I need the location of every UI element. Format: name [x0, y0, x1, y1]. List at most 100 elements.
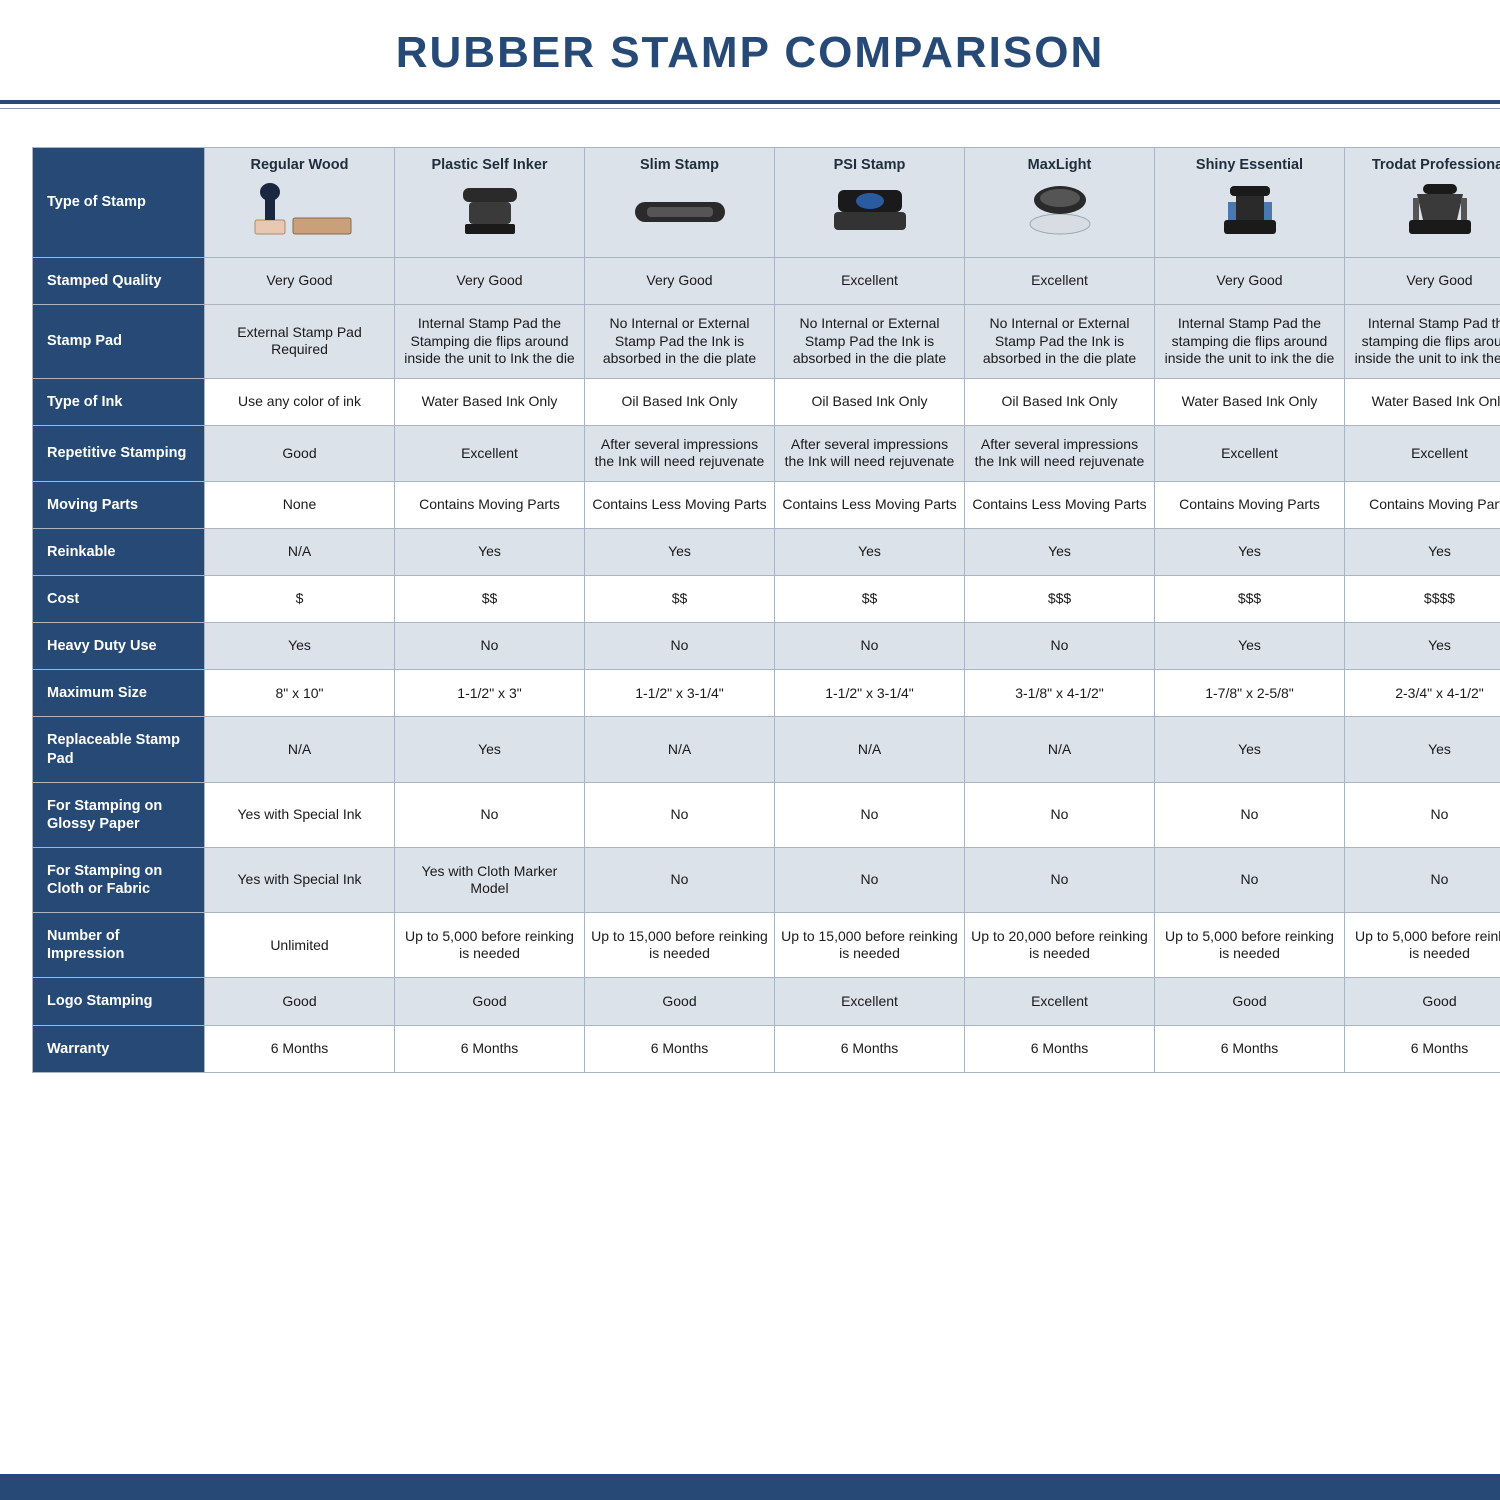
- stamp-thumb-slim-icon: [609, 178, 751, 240]
- row-header: Warranty: [33, 1025, 205, 1072]
- table-row: Repetitive StampingGoodExcellentAfter se…: [33, 425, 1500, 481]
- table-cell: Water Based Ink Only: [1155, 378, 1345, 425]
- table-cell: No: [1155, 782, 1345, 847]
- table-row: Cost$$$$$$$$$$$$$$$$$: [33, 576, 1500, 623]
- table-cell: Internal Stamp Pad the stamping die flip…: [1345, 305, 1500, 379]
- table-cell: No: [395, 623, 585, 670]
- table-cell: Water Based Ink Only: [1345, 378, 1500, 425]
- table-cell: N/A: [205, 528, 395, 575]
- table-cell: Yes: [205, 623, 395, 670]
- table-cell: Up to 5,000 before reinking is needed: [1345, 913, 1500, 978]
- row-header: For Stamping on Cloth or Fabric: [33, 847, 205, 912]
- table-cell: $$$: [1155, 576, 1345, 623]
- table-row: Replaceable Stamp PadN/AYesN/AN/AN/AYesY…: [33, 717, 1500, 782]
- table-cell: Oil Based Ink Only: [965, 378, 1155, 425]
- table-cell: No: [965, 782, 1155, 847]
- table-cell: Excellent: [1345, 425, 1500, 481]
- table-cell: No: [585, 782, 775, 847]
- table-row: Stamp PadExternal Stamp Pad RequiredInte…: [33, 305, 1500, 379]
- table-cell: No: [585, 623, 775, 670]
- stamp-thumb-selfinker-icon: [419, 178, 561, 240]
- table-cell: After several impressions the Ink will n…: [585, 425, 775, 481]
- table-row: Logo StampingGoodGoodGoodExcellentExcell…: [33, 978, 1500, 1025]
- table-row: Type of InkUse any color of ink Water Bas…: [33, 378, 1500, 425]
- table-cell: Yes with Special Ink: [205, 782, 395, 847]
- table-cell: Yes with Cloth Marker Model: [395, 847, 585, 912]
- row-header: Repetitive Stamping: [33, 425, 205, 481]
- stamp-thumb-shiny-icon: [1179, 178, 1321, 240]
- table-cell: No Internal or External Stamp Pad the In…: [585, 305, 775, 379]
- table-cell: Contains Moving Parts: [1345, 481, 1500, 528]
- table-cell: $: [205, 576, 395, 623]
- table-cell: Very Good: [395, 258, 585, 305]
- table-cell: N/A: [775, 717, 965, 782]
- col-label: Shiny Essential: [1161, 156, 1338, 174]
- table-cell: Good: [205, 425, 395, 481]
- table-cell: External Stamp Pad Required: [205, 305, 395, 379]
- table-cell: Good: [205, 978, 395, 1025]
- table-cell: Good: [1155, 978, 1345, 1025]
- col-label: Trodat Professional: [1351, 156, 1500, 174]
- table-cell: Good: [395, 978, 585, 1025]
- table-cell: 1-1/2" x 3": [395, 670, 585, 717]
- col-regular-wood: Regular Wood: [205, 148, 395, 258]
- table-row: Stamped QualityVery GoodVery GoodVery Go…: [33, 258, 1500, 305]
- table-cell: No: [965, 623, 1155, 670]
- header-row: Type of Stamp Regular Wood Plastic Self …: [33, 148, 1500, 258]
- table-cell: Yes: [775, 528, 965, 575]
- table-cell: Contains Less Moving Parts: [775, 481, 965, 528]
- table-cell: Very Good: [205, 258, 395, 305]
- table-cell: After several impressions the Ink will n…: [965, 425, 1155, 481]
- table-cell: 6 Months: [775, 1025, 965, 1072]
- table-cell: Very Good: [585, 258, 775, 305]
- page-title: RUBBER STAMP COMPARISON: [0, 28, 1500, 78]
- col-slim-stamp: Slim Stamp: [585, 148, 775, 258]
- table-cell: Oil Based Ink Only: [775, 378, 965, 425]
- row-header: Type of Ink: [33, 378, 205, 425]
- divider-thick: [0, 100, 1500, 104]
- table-cell: Good: [585, 978, 775, 1025]
- corner-cell: Type of Stamp: [33, 148, 205, 258]
- table-cell: Internal Stamp Pad the stamping die flip…: [1155, 305, 1345, 379]
- table-cell: 1-1/2" x 3-1/4": [585, 670, 775, 717]
- col-psi-stamp: PSI Stamp: [775, 148, 965, 258]
- table-cell: 2-3/4" x 4-1/2": [1345, 670, 1500, 717]
- row-header: Number of Impression: [33, 913, 205, 978]
- col-label: MaxLight: [971, 156, 1148, 174]
- table-cell: Yes: [1155, 528, 1345, 575]
- col-label: PSI Stamp: [781, 156, 958, 174]
- table-cell: Yes: [1155, 717, 1345, 782]
- table-row: For Stamping on Cloth or Fabric Yes with …: [33, 847, 1500, 912]
- table-cell: Excellent: [775, 978, 965, 1025]
- col-label: Slim Stamp: [591, 156, 768, 174]
- table-cell: $$: [585, 576, 775, 623]
- table-row: Number of ImpressionUnlimitedUp to 5,000…: [33, 913, 1500, 978]
- row-header: Logo Stamping: [33, 978, 205, 1025]
- table-cell: $$: [775, 576, 965, 623]
- table-cell: No: [395, 782, 585, 847]
- table-row: Warranty6 Months6 Months6 Months6 Months…: [33, 1025, 1500, 1072]
- table-row: ReinkableN/AYesYesYesYesYesYes: [33, 528, 1500, 575]
- table-cell: Yes: [395, 717, 585, 782]
- table-cell: No: [1345, 847, 1500, 912]
- row-header: For Stamping on Glossy Paper: [33, 782, 205, 847]
- table-cell: Up to 15,000 before reinking is needed: [775, 913, 965, 978]
- table-cell: 3-1/8" x 4-1/2": [965, 670, 1155, 717]
- table-cell: 1-1/2" x 3-1/4": [775, 670, 965, 717]
- table-cell: Use any color of ink: [205, 378, 395, 425]
- table-cell: Contains Less Moving Parts: [965, 481, 1155, 528]
- table-cell: Yes: [1345, 717, 1500, 782]
- table-cell: Excellent: [965, 978, 1155, 1025]
- table-cell: Excellent: [395, 425, 585, 481]
- table-cell: No: [775, 782, 965, 847]
- table-row: Moving PartsNoneContains Moving PartsCon…: [33, 481, 1500, 528]
- table-cell: Good: [1345, 978, 1500, 1025]
- table-cell: No: [1345, 782, 1500, 847]
- row-header: Maximum Size: [33, 670, 205, 717]
- table-cell: Yes: [965, 528, 1155, 575]
- row-header: Cost: [33, 576, 205, 623]
- col-label: Plastic Self Inker: [401, 156, 578, 174]
- table-cell: No Internal or External Stamp Pad the In…: [965, 305, 1155, 379]
- table-cell: No Internal or External Stamp Pad the In…: [775, 305, 965, 379]
- table-cell: Contains Moving Parts: [1155, 481, 1345, 528]
